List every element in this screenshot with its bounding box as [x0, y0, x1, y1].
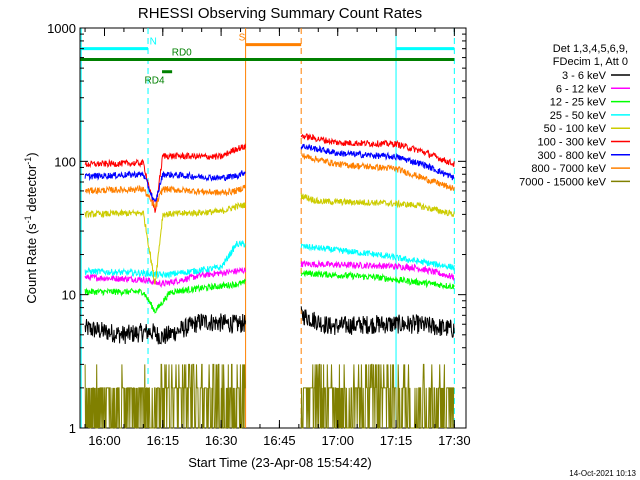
- series-9: [84, 363, 455, 429]
- x-axis: 16:00 16:15 16:30 16:45 17:00 17:15 17:30: [84, 28, 471, 448]
- flag-label-n: N: [150, 37, 157, 48]
- legend: Det 1,3,4,5,6,9, FDecim 1, Att 0 3 - 6 k…: [519, 43, 630, 188]
- y-tick-label-1: 1: [69, 421, 76, 436]
- x-tick-label-17:15: 17:15: [380, 433, 413, 448]
- series-8: [84, 153, 455, 209]
- y-tick-label-1000: 1000: [47, 21, 76, 36]
- legend-label-3: 12 - 25 keV: [550, 97, 607, 109]
- data-series: [84, 133, 455, 429]
- series-5: [84, 193, 455, 285]
- y-axis-label-end: ): [24, 152, 39, 156]
- legend-label-7: 300 - 800 keV: [538, 150, 607, 162]
- y-tick-label-10: 10: [62, 288, 76, 303]
- y-axis-label-main: Count Rate (s: [24, 223, 39, 304]
- footer-date: 14-Oct-2021 10:13: [569, 469, 636, 478]
- series-4: [84, 240, 455, 280]
- legend-label-1: 3 - 6 keV: [562, 70, 607, 82]
- x-tick-label-17:00: 17:00: [321, 433, 354, 448]
- x-tick-label-16:15: 16:15: [147, 433, 180, 448]
- series-2: [84, 259, 455, 289]
- y-axis-label: Count Rate (s-1 detector-1): [23, 152, 39, 303]
- legend-label-9: 7000 - 15000 keV: [519, 176, 607, 188]
- flag-label-rd0: RD0: [172, 48, 192, 59]
- legend-label-2: 6 - 12 keV: [556, 83, 607, 95]
- legend-header-line1: Det 1,3,4,5,6,9,: [553, 43, 628, 55]
- series-6: [84, 133, 455, 213]
- x-axis-label: Start Time (23-Apr-08 15:54:42): [188, 455, 372, 470]
- flag-label-rd4: RD4: [145, 76, 165, 87]
- legend-label-8: 800 - 7000 keV: [531, 163, 606, 175]
- series-3: [84, 269, 455, 314]
- legend-header-line2: FDecim 1, Att 0: [553, 56, 628, 68]
- legend-label-4: 25 - 50 keV: [550, 110, 607, 122]
- x-tick-label-16:00: 16:00: [88, 433, 121, 448]
- x-tick-label-16:45: 16:45: [263, 433, 296, 448]
- legend-label-6: 100 - 300 keV: [538, 137, 607, 149]
- chart-title: RHESSI Observing Summary Count Rates: [138, 5, 422, 22]
- flag-bars: N RD0 RD4 S: [80, 33, 455, 87]
- plot-frame: [79, 27, 467, 429]
- y-axis-label-sup1: -1: [23, 215, 33, 223]
- series-1: [84, 306, 455, 345]
- flag-label-s: S: [239, 33, 246, 44]
- x-tick-label-16:30: 16:30: [205, 433, 238, 448]
- x-tick-label-17:30: 17:30: [438, 433, 471, 448]
- series-7: [84, 143, 455, 203]
- y-axis-label-sup2: -1: [23, 157, 33, 165]
- y-axis: 1 10 100 1000: [47, 21, 466, 436]
- vertical-markers: [80, 28, 455, 428]
- y-axis-label-mid: detector: [24, 164, 39, 215]
- legend-label-5: 50 - 100 keV: [544, 123, 607, 135]
- y-tick-label-100: 100: [54, 154, 76, 169]
